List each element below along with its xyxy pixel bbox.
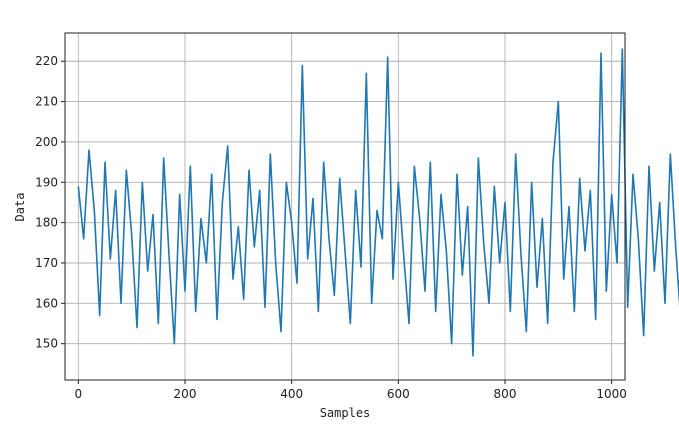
y-tick-label: 170 (35, 256, 58, 270)
y-tick-label: 160 (35, 296, 58, 310)
y-tick-label: 190 (35, 175, 58, 189)
series-group (77, 48, 679, 357)
x-tick-label: 400 (280, 387, 303, 401)
y-tick-label: 200 (35, 135, 58, 149)
grid-lines (65, 33, 625, 380)
x-tick-label: 0 (75, 387, 83, 401)
y-tick-label: 180 (35, 216, 58, 230)
x-tick-label: 1000 (596, 387, 627, 401)
y-axis: 150 160 170 180 190 200 210 220 (35, 54, 65, 351)
series-line (77, 48, 679, 357)
x-tick-label: 800 (494, 387, 517, 401)
plot-frame (64, 32, 626, 381)
x-axis-label: Samples (320, 406, 371, 420)
y-axis-label: Data (13, 193, 27, 222)
x-tick-label: 200 (174, 387, 197, 401)
x-tick-label: 600 (387, 387, 410, 401)
y-tick-label: 210 (35, 95, 58, 109)
y-tick-label: 220 (35, 54, 58, 68)
y-tick-label: 150 (35, 337, 58, 351)
x-axis: 0 200 400 600 800 1000 (75, 380, 627, 401)
